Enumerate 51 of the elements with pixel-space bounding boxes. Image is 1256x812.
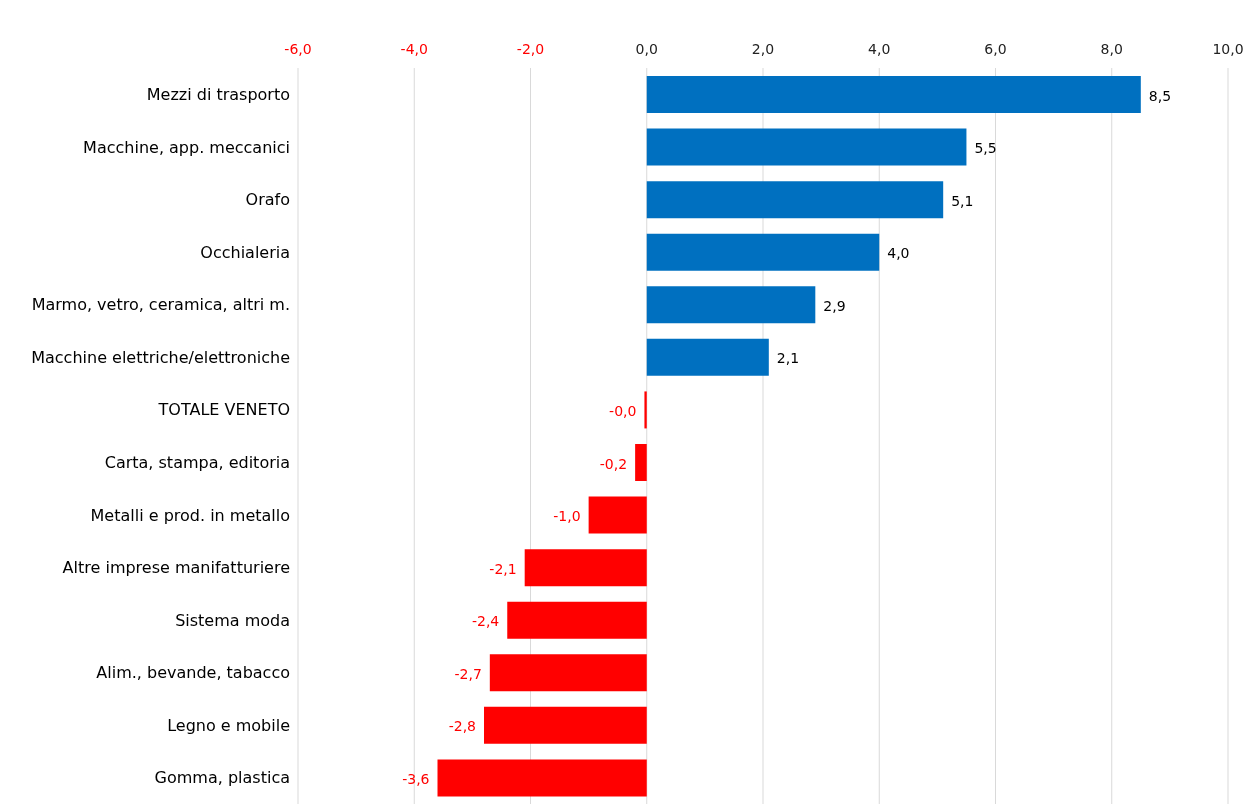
y-tick-label: Marmo, vetro, ceramica, altri m.	[31, 295, 290, 315]
y-tick-label: Gomma, plastica	[154, 768, 290, 788]
bar	[484, 706, 647, 744]
bar	[646, 233, 880, 271]
data-label: -0,2	[599, 455, 628, 472]
data-label: 8,5	[1148, 87, 1172, 104]
data-label: -2,7	[454, 665, 482, 682]
bar	[646, 128, 967, 166]
data-label: -0,0	[609, 402, 637, 419]
bar	[588, 496, 647, 534]
y-tick-label: Carta, stampa, editoria	[104, 452, 290, 472]
bar	[437, 759, 647, 797]
y-tick-label: Occhialeria	[200, 242, 290, 262]
x-tick-label: -4,0	[400, 41, 428, 57]
data-label: 2,1	[776, 350, 800, 367]
y-tick-label: Metalli e prod. in metallo	[90, 505, 290, 525]
data-label: -2,1	[489, 560, 517, 577]
bar	[646, 338, 769, 376]
x-tick-label: 8,0	[1100, 41, 1123, 57]
data-label: 5,5	[974, 140, 997, 157]
x-tick-label: 2,0	[751, 41, 775, 57]
y-tick-label: Altre imprese manifatturiere	[62, 558, 290, 578]
y-tick-label: Alim., bevande, tabacco	[96, 663, 290, 683]
bar	[646, 286, 816, 324]
bar	[507, 601, 647, 639]
bar	[646, 181, 944, 219]
data-label: 5,1	[951, 192, 974, 209]
bar	[646, 76, 1141, 113]
x-tick-label: 6,0	[984, 41, 1007, 57]
x-tick-label: -6,0	[284, 41, 312, 57]
x-tick-label: 0,0	[635, 41, 658, 57]
y-tick-label: TOTALE VENETO	[157, 400, 290, 420]
x-tick-label: 4,0	[868, 41, 891, 57]
data-label: -3,6	[402, 770, 430, 787]
y-tick-label: Legno e mobile	[167, 715, 290, 735]
data-label: -2,8	[448, 718, 476, 735]
data-label: 4,0	[887, 245, 910, 262]
data-label: -1,0	[553, 508, 581, 525]
y-tick-label: Macchine, app. meccanici	[83, 137, 290, 157]
x-tick-label: -2,0	[516, 41, 545, 57]
y-tick-label: Mezzi di trasporto	[146, 84, 290, 104]
x-tick-label: 10,0	[1212, 41, 1244, 57]
y-tick-label: Sistema moda	[175, 610, 290, 630]
y-tick-label: Orafo	[245, 190, 290, 210]
data-label: 2,9	[823, 297, 846, 314]
bar	[644, 391, 647, 429]
data-label: -2,4	[471, 613, 500, 630]
y-tick-label: Macchine elettriche/elettroniche	[31, 347, 290, 367]
bar	[524, 549, 647, 587]
bar	[489, 654, 647, 692]
bar	[635, 444, 647, 481]
